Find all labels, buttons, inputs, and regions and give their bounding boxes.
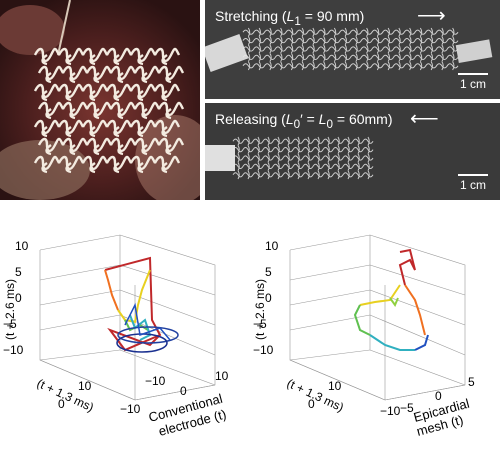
z-tick: 10 bbox=[265, 239, 279, 253]
z-tick: 0 bbox=[15, 291, 22, 305]
z-tick: −10 bbox=[3, 343, 24, 357]
conventional-electrode-plot: 10 5 0 −5 −10 10 0 −10 −10 0 10 (t + 2.6… bbox=[3, 234, 229, 439]
releasing-caption: Releasing (L0′ = L0 = 60mm) bbox=[215, 111, 393, 131]
y-tick: 10 bbox=[78, 379, 92, 393]
x-tick: 0 bbox=[435, 389, 442, 403]
stretching-photo: Stretching (L1 = 90 mm) ⟶ 1 cm bbox=[205, 0, 500, 99]
released-mesh-image bbox=[205, 103, 500, 200]
trajectory-3d bbox=[353, 248, 429, 351]
y-tick: 10 bbox=[328, 379, 342, 393]
epicardial-mesh-plot: 10 5 0 −5 −10 10 0 −10 −5 0 5 (t + 2.6 m… bbox=[253, 234, 475, 439]
right-arrow-icon: ⟶ bbox=[417, 5, 446, 27]
y-tick: −10 bbox=[380, 404, 401, 418]
z-tick: 0 bbox=[265, 291, 272, 305]
x-tick: −10 bbox=[145, 374, 166, 388]
plot-box bbox=[39, 234, 216, 401]
heart-mesh-image bbox=[0, 0, 200, 200]
z-tick: 5 bbox=[15, 265, 22, 279]
z-tick: 5 bbox=[265, 265, 272, 279]
scale-bar: 1 cm bbox=[457, 73, 489, 91]
x-tick: 10 bbox=[215, 369, 229, 383]
left-arrow-icon: ⟵ bbox=[410, 108, 439, 130]
y-tick: 0 bbox=[308, 397, 315, 411]
plot-box bbox=[289, 234, 466, 401]
stretching-caption: Stretching (L1 = 90 mm) bbox=[215, 8, 365, 28]
heart-photo bbox=[0, 0, 200, 200]
releasing-photo: Releasing (L0′ = L0 = 60mm) ⟵ 1 cm bbox=[205, 103, 500, 200]
z-tick: 10 bbox=[15, 239, 29, 253]
x-tick: −10 bbox=[120, 402, 141, 416]
z-axis-label: (t + 2.6 ms) bbox=[3, 279, 17, 340]
z-tick: −5 bbox=[3, 317, 17, 331]
z-tick: −5 bbox=[253, 317, 267, 331]
x-tick: −5 bbox=[400, 401, 414, 415]
trajectory-3d bbox=[104, 256, 179, 353]
z-tick: −10 bbox=[253, 343, 274, 357]
z-axis-label: (t + 2.6 ms) bbox=[253, 279, 267, 340]
stretched-mesh-image bbox=[205, 0, 500, 99]
x-tick: 0 bbox=[180, 384, 187, 398]
scale-bar: 1 cm bbox=[457, 174, 489, 192]
y-tick: 0 bbox=[58, 397, 65, 411]
x-tick: 5 bbox=[468, 375, 475, 389]
